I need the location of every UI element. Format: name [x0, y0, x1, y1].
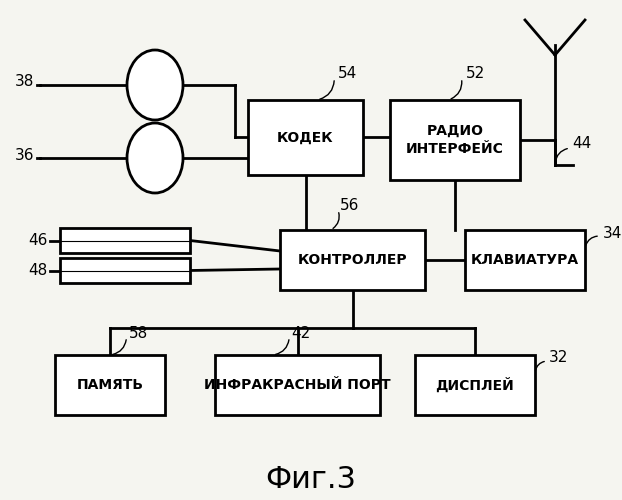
Text: КОНТРОЛЛЕР: КОНТРОЛЛЕР — [298, 253, 407, 267]
Text: 42: 42 — [291, 326, 310, 340]
Text: 58: 58 — [129, 326, 148, 340]
Text: 32: 32 — [549, 350, 569, 366]
Text: 44: 44 — [572, 136, 592, 152]
Text: 54: 54 — [338, 66, 358, 82]
Bar — [465, 230, 585, 290]
Text: ИНФРАКРАСНЫЙ ПОРТ: ИНФРАКРАСНЫЙ ПОРТ — [204, 378, 391, 392]
Text: ИНТЕРФЕЙС: ИНТЕРФЕЙС — [406, 142, 504, 156]
Text: 36: 36 — [16, 148, 35, 162]
Text: 38: 38 — [16, 74, 35, 90]
Bar — [55, 355, 165, 415]
Text: 48: 48 — [29, 263, 48, 278]
Text: 46: 46 — [29, 233, 48, 248]
Bar — [280, 230, 425, 290]
Text: 34: 34 — [603, 226, 622, 240]
Bar — [390, 100, 520, 180]
Text: 52: 52 — [465, 66, 485, 82]
Bar — [215, 355, 380, 415]
Bar — [248, 100, 363, 175]
Text: ДИСПЛЕЙ: ДИСПЛЕЙ — [435, 378, 514, 392]
Ellipse shape — [127, 50, 183, 120]
Ellipse shape — [127, 123, 183, 193]
Text: Фиг.3: Фиг.3 — [266, 466, 356, 494]
Bar — [60, 228, 190, 253]
Text: КЛАВИАТУРА: КЛАВИАТУРА — [471, 253, 579, 267]
Bar — [415, 355, 535, 415]
Text: ПАМЯТЬ: ПАМЯТЬ — [77, 378, 144, 392]
Text: КОДЕК: КОДЕК — [277, 130, 334, 144]
Text: РАДИО: РАДИО — [427, 124, 483, 138]
Bar — [60, 258, 190, 283]
Text: 56: 56 — [340, 198, 360, 214]
